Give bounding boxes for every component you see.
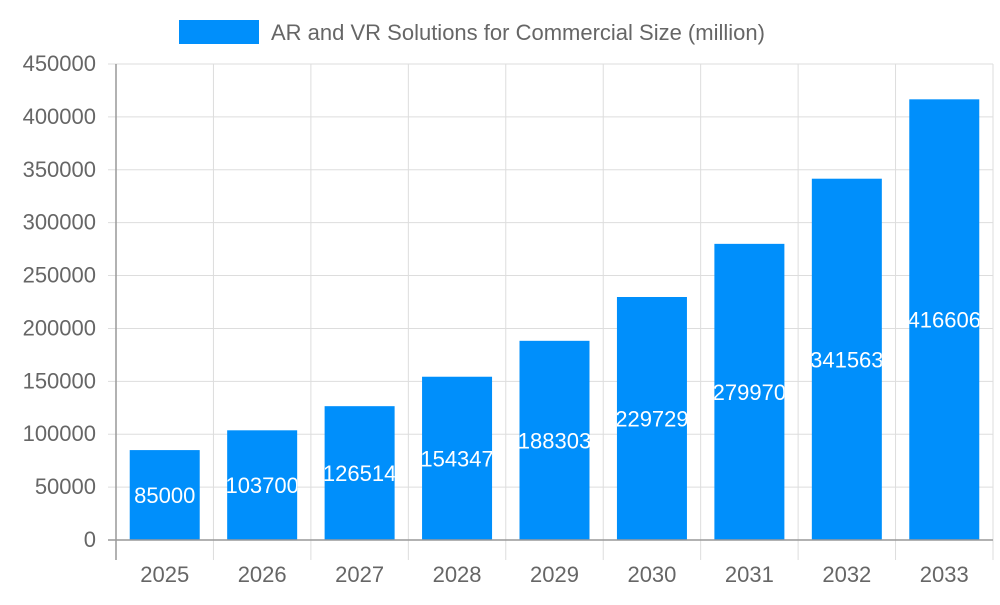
x-tick-label: 2027 bbox=[335, 562, 384, 587]
data-label: 188303 bbox=[518, 428, 591, 453]
y-tick-label: 450000 bbox=[23, 51, 96, 76]
bars: 85000 103700 126514 154347 188303 229729 27997… bbox=[129, 99, 981, 541]
y-tick-label: 200000 bbox=[23, 315, 96, 340]
bar bbox=[616, 296, 687, 540]
bar bbox=[714, 243, 785, 541]
data-label: 416606 bbox=[908, 308, 981, 333]
axes: 0 50000 100000 150000 200000 250000 300000 3500… bbox=[23, 51, 993, 587]
data-label: 126514 bbox=[323, 461, 396, 486]
bar bbox=[129, 450, 200, 540]
data-label: 154347 bbox=[420, 446, 493, 471]
y-tick-label: 0 bbox=[84, 527, 96, 552]
data-label: 229729 bbox=[615, 406, 688, 431]
x-tick-label: 2029 bbox=[530, 562, 579, 587]
legend-swatch bbox=[179, 20, 259, 44]
x-tick-label: 2031 bbox=[725, 562, 774, 587]
data-label: 103700 bbox=[225, 473, 298, 498]
bar bbox=[909, 99, 980, 541]
y-tick-label: 150000 bbox=[23, 368, 96, 393]
y-tick-label: 400000 bbox=[23, 104, 96, 129]
x-tick-label: 2028 bbox=[433, 562, 482, 587]
x-tick-label: 2030 bbox=[627, 562, 676, 587]
legend[interactable]: AR and VR Solutions for Commercial Size … bbox=[179, 20, 765, 45]
bar bbox=[519, 340, 590, 540]
bar bbox=[811, 178, 882, 540]
data-label: 85000 bbox=[134, 483, 195, 508]
x-tick-label: 2026 bbox=[238, 562, 287, 587]
bar bbox=[324, 406, 395, 540]
y-tick-label: 350000 bbox=[23, 157, 96, 182]
y-tick-label: 250000 bbox=[23, 263, 96, 288]
y-tick-label: 100000 bbox=[23, 421, 96, 446]
y-tick-label: 300000 bbox=[23, 210, 96, 235]
y-tick-label: 50000 bbox=[35, 474, 96, 499]
x-tick-label: 2032 bbox=[822, 562, 871, 587]
legend-label: AR and VR Solutions for Commercial Size … bbox=[271, 20, 765, 45]
x-tick-label: 2033 bbox=[920, 562, 969, 587]
data-label: 341563 bbox=[810, 347, 883, 372]
x-tick-label: 2025 bbox=[140, 562, 189, 587]
bar bbox=[227, 430, 298, 540]
data-label: 279970 bbox=[713, 380, 786, 405]
bar bbox=[422, 376, 493, 540]
